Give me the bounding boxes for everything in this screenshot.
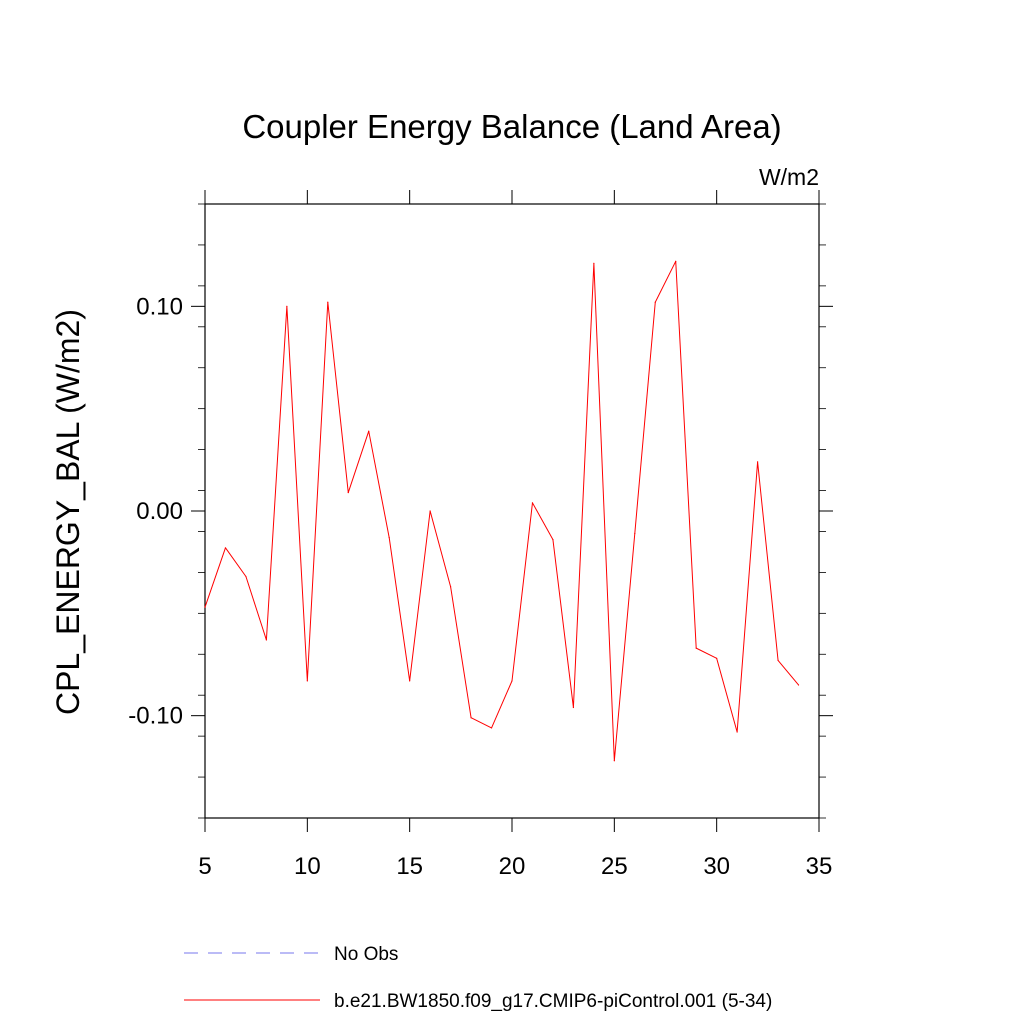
data-point [511, 680, 513, 682]
data-point [695, 647, 697, 649]
data-point [797, 684, 800, 686]
data-point [347, 491, 349, 494]
data-point [224, 547, 227, 549]
data-point [409, 680, 411, 682]
data-point [327, 301, 329, 303]
data-point [245, 575, 247, 578]
data-point [265, 639, 267, 641]
y-axis-label: CPL_ENERGY_BAL (W/m2) [50, 309, 86, 715]
data-point [470, 717, 472, 719]
y-tick-label: 0.10 [136, 293, 183, 320]
data-point [634, 532, 636, 535]
x-tick-label: 30 [703, 853, 730, 880]
series-line [204, 260, 799, 762]
data-point [368, 430, 370, 432]
data-point [716, 657, 718, 659]
data-point [572, 706, 575, 709]
data-point [531, 502, 534, 504]
data-point [757, 461, 759, 463]
plot-frame [204, 203, 820, 819]
x-tick-label: 25 [601, 853, 628, 880]
data-point [490, 727, 493, 729]
units-label: W/m2 [759, 164, 819, 190]
legend: No Obs b.e21.BW1850.f09_g17.CMIP6-piContr… [184, 944, 772, 1012]
data-point [429, 510, 431, 512]
data-point [306, 680, 308, 682]
data-point [388, 537, 390, 539]
y-tick-label: -0.10 [128, 703, 183, 730]
axis-ticks [191, 190, 833, 832]
data-point [450, 586, 452, 588]
data-point [552, 539, 554, 541]
y-tick-label: 0.00 [136, 498, 183, 525]
series-layer [204, 260, 800, 762]
data-point [675, 260, 677, 262]
x-tick-label: 15 [396, 853, 423, 880]
x-tick-label: 5 [198, 853, 211, 880]
data-point [654, 301, 656, 303]
data-point [204, 606, 206, 608]
legend-label: b.e21.BW1850.f09_g17.CMIP6-piControl.001… [334, 991, 772, 1012]
data-point [777, 659, 779, 662]
chart-title: Coupler Energy Balance (Land Area) [242, 108, 781, 145]
data-point [613, 760, 615, 762]
data-point [286, 305, 288, 307]
x-tick-label: 10 [294, 853, 321, 880]
data-point [593, 262, 595, 264]
x-tick-label: 20 [499, 853, 526, 880]
legend-label: No Obs [334, 944, 398, 965]
x-tick-label: 35 [806, 853, 833, 880]
tick-labels: 5 10 15 20 25 30 35 -0.10 0.00 0.10 [128, 293, 832, 880]
data-point [736, 731, 738, 733]
